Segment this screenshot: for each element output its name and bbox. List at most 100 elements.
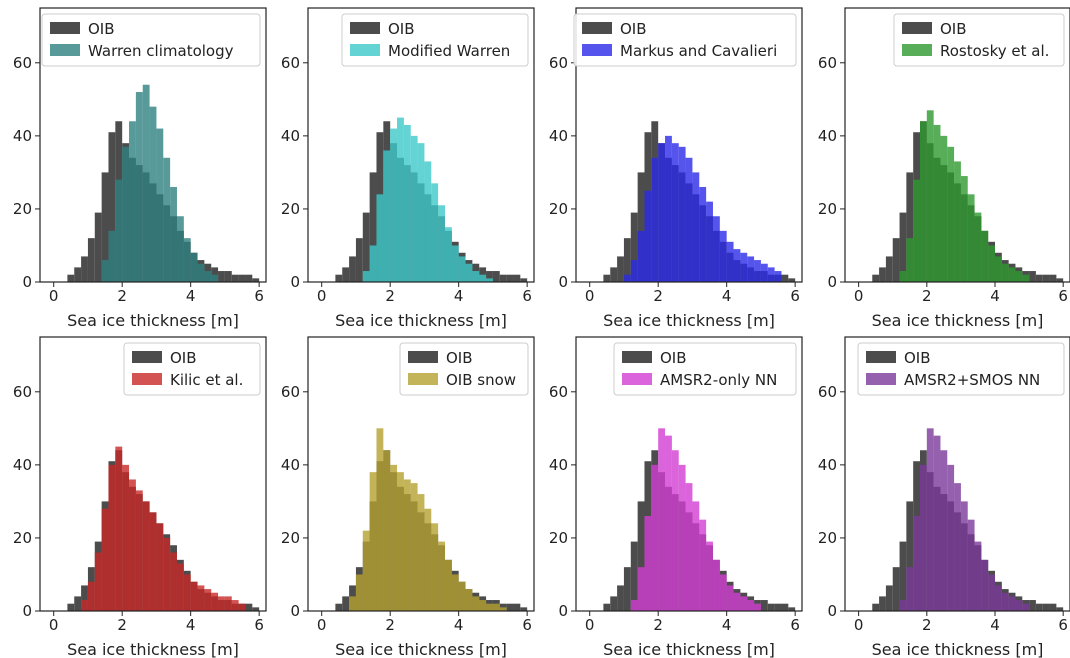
x-axis-label: Sea ice thickness [m] — [872, 640, 1044, 658]
histogram-bar — [906, 567, 914, 611]
legend-label: OIB snow — [446, 371, 516, 389]
histogram-bar — [678, 146, 686, 282]
histogram-bar — [492, 271, 500, 282]
histogram-bar — [644, 516, 652, 611]
histogram-bar — [981, 230, 989, 282]
histogram-bar — [403, 479, 411, 611]
histogram-bar — [781, 274, 789, 282]
legend-label: OIB — [660, 349, 687, 367]
histogram-bar — [712, 559, 720, 611]
histogram-bar — [1049, 603, 1057, 611]
x-tick-label: 6 — [254, 616, 264, 634]
histogram-bar — [913, 516, 920, 611]
histogram-bar — [224, 271, 232, 282]
histogram-bar — [658, 143, 666, 282]
histogram-bar — [1008, 596, 1016, 611]
histogram-bar — [252, 607, 260, 611]
histogram-bar — [920, 464, 927, 611]
histogram-bar — [960, 176, 968, 282]
histogram-bar — [335, 603, 343, 611]
histogram-bar — [1035, 274, 1043, 282]
histogram-bar — [974, 541, 982, 611]
x-tick-label: 4 — [186, 616, 196, 634]
y-tick-label: 40 — [13, 127, 32, 145]
histogram-bar — [926, 428, 934, 611]
histogram-bar — [108, 230, 116, 282]
histogram-bar — [465, 263, 473, 282]
series-model — [101, 84, 219, 282]
x-tick-label: 0 — [854, 616, 864, 634]
histogram-bar — [754, 603, 761, 611]
legend: OIB Rostosky et al. — [893, 13, 1065, 67]
histogram-bar — [349, 256, 356, 282]
legend-swatch — [866, 351, 896, 363]
legend: OIB Warren climatology — [41, 13, 261, 67]
x-tick-label: 0 — [585, 287, 595, 305]
x-tick-label: 4 — [990, 616, 1000, 634]
histogram-bar — [995, 256, 1002, 282]
histogram-bar — [438, 541, 445, 611]
histogram-bar — [383, 450, 391, 611]
histogram-bar — [892, 238, 900, 282]
x-tick-label: 4 — [990, 287, 1000, 305]
histogram-bar — [376, 428, 384, 611]
legend-label: AMSR2+SMOS NN — [904, 371, 1040, 389]
axes-frame — [39, 7, 267, 283]
histogram-bar — [362, 271, 370, 282]
y-tick-label: 20 — [818, 200, 837, 218]
y-tick-label: 40 — [818, 456, 837, 474]
histogram-bar — [1001, 592, 1009, 611]
series-model — [899, 110, 1030, 282]
legend-swatch — [582, 44, 612, 56]
histogram-bar — [499, 274, 507, 282]
histogram-bar — [623, 238, 631, 282]
histogram-bar — [617, 256, 624, 282]
histogram-bar — [1001, 263, 1009, 282]
histogram-bar — [74, 596, 82, 611]
series-model — [623, 135, 782, 282]
legend-label: OIB — [904, 349, 931, 367]
histogram-bar — [788, 278, 796, 282]
histogram-bar — [156, 128, 164, 282]
histogram-bar — [747, 256, 755, 282]
histogram-bar — [108, 132, 116, 282]
histogram-bar — [913, 179, 920, 282]
y-tick-label: 20 — [549, 200, 568, 218]
histogram-bar — [431, 523, 439, 611]
histogram-bar — [444, 559, 452, 611]
histogram-bar — [252, 278, 260, 282]
histogram-bar — [954, 161, 961, 282]
y-tick-label: 0 — [827, 602, 837, 620]
histogram-bar — [163, 537, 171, 611]
histogram-bar — [94, 552, 102, 611]
histogram-bar — [603, 603, 611, 611]
histogram-bar — [933, 435, 941, 611]
histogram-bar — [218, 596, 225, 611]
legend-swatch — [622, 351, 652, 363]
histogram-bar — [156, 523, 164, 611]
y-tick-label: 40 — [818, 127, 837, 145]
histogram-bar — [637, 501, 645, 611]
legend-swatch — [866, 373, 896, 385]
legend-label: OIB — [388, 20, 415, 38]
histogram-bar — [410, 483, 418, 611]
histogram-bar — [204, 589, 212, 611]
histogram-bar — [122, 464, 130, 611]
histogram-bar — [369, 245, 377, 282]
legend-label: Markus and Cavalieri — [620, 42, 777, 60]
legend-swatch — [902, 44, 932, 56]
histogram-bar — [906, 501, 914, 611]
histogram-bar — [644, 190, 652, 282]
x-tick-label: 0 — [49, 287, 59, 305]
histogram-bar — [397, 472, 404, 611]
histogram-bar — [101, 172, 109, 282]
histogram-bar — [637, 567, 645, 611]
series-model — [630, 428, 761, 611]
histogram-bar — [733, 592, 741, 611]
histogram-bar — [369, 172, 377, 282]
histogram-bar — [149, 512, 157, 611]
axes-frame — [575, 7, 803, 283]
legend-label: Rostosky et al. — [940, 42, 1049, 60]
